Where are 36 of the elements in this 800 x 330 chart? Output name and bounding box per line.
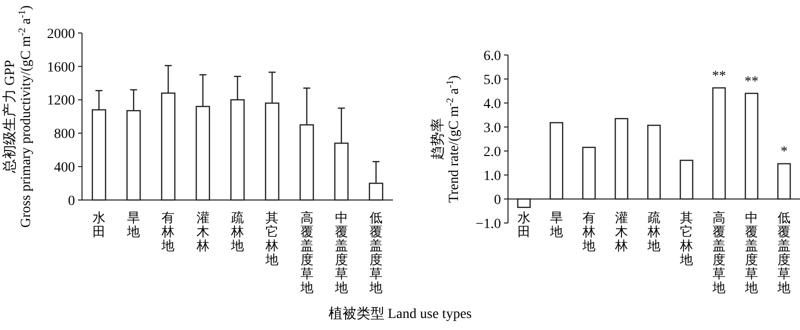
y-tick-label: 1200 <box>47 94 75 109</box>
y-tick-label: 2000 <box>47 26 75 42</box>
y-tick-label: 4.0 <box>484 96 501 112</box>
y-tick-label: 0 <box>494 192 501 208</box>
y-tick-label: 800 <box>54 127 75 142</box>
x-tick-label: 水田 <box>517 210 530 239</box>
x-tick-label: 高覆盖度草地 <box>299 210 314 295</box>
x-tick-label: 高覆盖度草地 <box>712 210 726 295</box>
y-tick-label: 1.0 <box>484 168 501 184</box>
annotation: ** <box>712 68 726 84</box>
x-tick-label: 其它林地 <box>264 210 279 267</box>
y-tick-label: 5.0 <box>484 72 501 88</box>
x-tick-label: 有林地 <box>160 210 175 253</box>
x-axis-title: 植被类型 Land use types <box>328 306 472 322</box>
x-tick-label: 疏林地 <box>230 210 244 253</box>
y-tick-label: 6.0 <box>484 48 501 64</box>
y-tick-label: 400 <box>54 160 75 176</box>
y-tick-label: 3.0 <box>484 120 501 136</box>
y-tick-label: −1.0 <box>476 216 501 232</box>
x-tick-label: 低覆盖度草地 <box>776 210 791 295</box>
x-tick-label: 旱地 <box>126 210 140 239</box>
annotation: * <box>780 144 788 160</box>
x-tick-label: 中覆盖度草地 <box>744 210 758 295</box>
x-tick-label: 中覆盖度草地 <box>334 210 348 295</box>
x-tick-label: 疏林地 <box>646 210 660 253</box>
x-tick-label: 灌木林 <box>614 210 628 253</box>
x-tick-label: 水田 <box>92 210 106 239</box>
y-tick-label: 1600 <box>47 60 75 76</box>
x-tick-label: 灌木林 <box>195 210 210 253</box>
x-tick-label: 有林地 <box>581 210 596 253</box>
x-tick-label: 其它林地 <box>679 210 694 267</box>
x-tick-label: 旱地 <box>548 210 563 239</box>
y-tick-label: 0 <box>68 194 75 209</box>
annotation: ** <box>744 74 759 90</box>
y-tick-label: 2.0 <box>484 144 501 160</box>
x-tick-label: 低覆盖度草地 <box>368 210 383 295</box>
